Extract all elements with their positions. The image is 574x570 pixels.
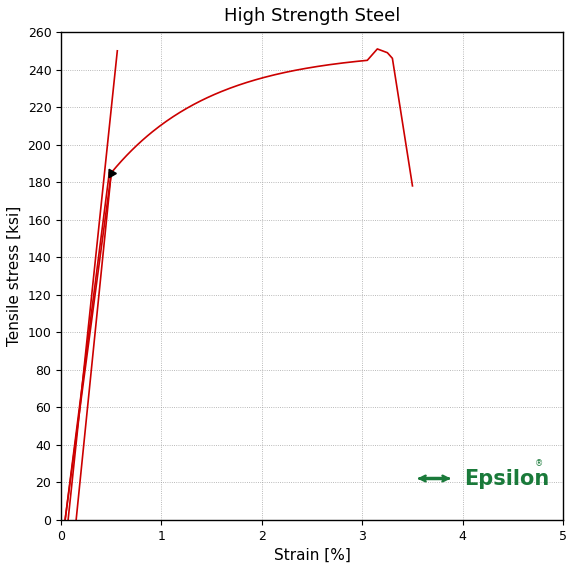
X-axis label: Strain [%]: Strain [%] bbox=[274, 548, 351, 563]
Y-axis label: Tensile stress [ksi]: Tensile stress [ksi] bbox=[7, 206, 22, 346]
Title: High Strength Steel: High Strength Steel bbox=[224, 7, 400, 25]
Text: Epsilon: Epsilon bbox=[464, 469, 549, 488]
Text: ®: ® bbox=[535, 459, 543, 468]
